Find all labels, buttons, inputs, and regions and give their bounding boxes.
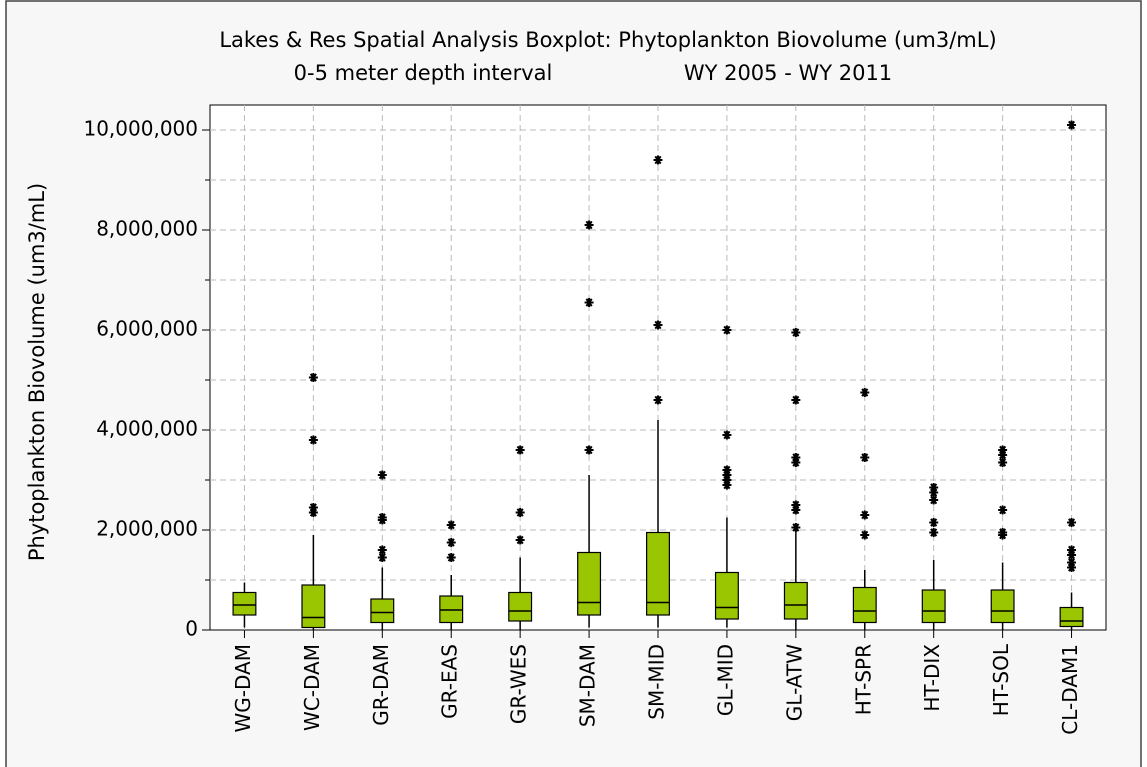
outlier xyxy=(929,528,939,537)
outlier xyxy=(446,520,456,530)
outlier xyxy=(722,470,732,480)
outlier xyxy=(929,483,939,492)
x-tick-label: GR-WES xyxy=(507,644,531,724)
outlier xyxy=(998,458,1008,467)
box xyxy=(783,581,808,620)
outlier xyxy=(860,453,870,462)
box xyxy=(921,589,946,624)
outlier xyxy=(722,480,732,490)
outlier xyxy=(515,445,525,455)
y-tick-label: 4,000,000 xyxy=(96,417,198,441)
x-tick-label: GL-MID xyxy=(713,644,737,716)
x-tick-label: HT-SPR xyxy=(851,644,875,715)
box xyxy=(232,591,257,616)
outlier xyxy=(653,320,663,330)
y-tick-label: 0 xyxy=(185,617,198,641)
outlier xyxy=(929,495,939,505)
y-axis-label: Phytoplankton Biovolume (um3/mL) xyxy=(25,183,49,561)
outlier xyxy=(791,458,801,467)
outlier xyxy=(1067,558,1077,567)
outlier xyxy=(584,220,594,230)
box xyxy=(370,598,395,624)
x-tick-label: SM-DAM xyxy=(576,644,600,727)
x-tick-label: WG-DAM xyxy=(231,644,255,732)
outlier xyxy=(929,488,939,497)
outlier xyxy=(1067,563,1077,572)
outlier xyxy=(1067,120,1077,130)
outlier xyxy=(653,155,663,165)
outlier xyxy=(584,445,594,455)
x-tick-label: CL-DAM1 xyxy=(1058,644,1082,735)
box xyxy=(714,571,739,620)
outlier xyxy=(722,325,732,335)
x-tick-label: HT-SOL xyxy=(989,643,1013,716)
outlier xyxy=(308,435,318,445)
outlier xyxy=(377,513,387,522)
y-tick-label: 6,000,000 xyxy=(96,317,198,341)
outlier xyxy=(1067,550,1077,560)
outlier xyxy=(791,505,801,515)
chart-subtitle: 0-5 meter depth interval xyxy=(294,61,553,85)
outlier xyxy=(929,518,939,527)
outlier xyxy=(446,538,456,547)
y-tick-label: 8,000,000 xyxy=(96,217,198,241)
outlier xyxy=(1067,545,1077,555)
outlier xyxy=(998,528,1008,537)
outlier xyxy=(791,453,801,462)
outlier xyxy=(515,508,525,517)
y-tick-label: 2,000,000 xyxy=(96,517,198,541)
outlier xyxy=(722,430,732,440)
outlier xyxy=(1067,518,1077,527)
chart-title: Lakes & Res Spatial Analysis Boxplot: Ph… xyxy=(219,28,996,52)
box xyxy=(646,531,670,616)
outlier xyxy=(653,395,663,405)
box xyxy=(577,551,602,616)
outlier xyxy=(998,450,1008,460)
outlier xyxy=(791,395,801,405)
outlier xyxy=(791,523,801,532)
outlier xyxy=(722,465,732,475)
outlier xyxy=(377,470,387,480)
outlier xyxy=(791,328,801,337)
box xyxy=(990,589,1015,624)
box xyxy=(301,584,326,629)
x-tick-label: WC-DAM xyxy=(300,644,324,731)
outlier xyxy=(446,553,456,562)
outlier xyxy=(515,535,525,545)
outlier xyxy=(308,503,318,512)
outlier xyxy=(860,530,870,540)
outlier xyxy=(722,475,732,485)
box xyxy=(1059,606,1084,628)
outlier xyxy=(308,508,318,517)
x-tick-label: GL-ATW xyxy=(782,644,806,721)
outlier xyxy=(860,388,870,397)
outlier xyxy=(998,505,1008,515)
x-tick-label: SM-MID xyxy=(645,644,669,720)
outlier xyxy=(998,445,1008,455)
outlier xyxy=(791,500,801,510)
outlier xyxy=(308,373,318,382)
box xyxy=(508,591,533,622)
chart-period: WY 2005 - WY 2011 xyxy=(684,61,892,85)
y-tick-label: 10,000,000 xyxy=(83,117,198,141)
outlier xyxy=(860,510,870,520)
outlier xyxy=(584,298,594,307)
x-tick-label: GR-DAM xyxy=(369,644,393,726)
x-tick-label: GR-EAS xyxy=(438,644,462,719)
outlier xyxy=(377,545,387,555)
box xyxy=(852,586,877,624)
outlier xyxy=(377,553,387,562)
x-tick-label: HT-DIX xyxy=(920,644,944,712)
